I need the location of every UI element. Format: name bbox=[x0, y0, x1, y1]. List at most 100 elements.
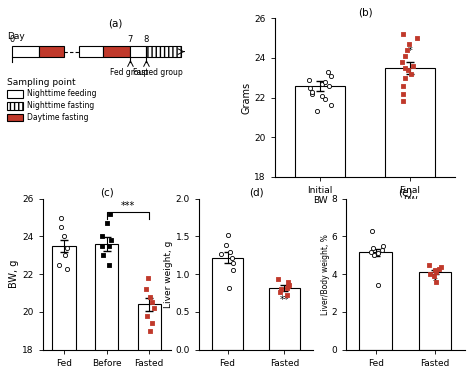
Point bbox=[105, 243, 112, 249]
Point bbox=[276, 289, 284, 294]
Text: Day: Day bbox=[7, 32, 25, 41]
Point bbox=[399, 91, 406, 96]
Title: (d): (d) bbox=[249, 188, 263, 198]
Point bbox=[225, 285, 233, 291]
Point bbox=[146, 328, 154, 334]
Title: (c): (c) bbox=[100, 188, 114, 198]
Point bbox=[401, 75, 409, 81]
Point bbox=[399, 31, 407, 37]
Point bbox=[57, 224, 65, 230]
Point bbox=[405, 67, 412, 73]
Point bbox=[63, 245, 70, 251]
Point bbox=[146, 294, 154, 300]
Y-axis label: BW, g: BW, g bbox=[9, 260, 19, 289]
Point bbox=[305, 77, 312, 83]
Point bbox=[283, 291, 291, 297]
FancyBboxPatch shape bbox=[12, 46, 39, 57]
Point bbox=[407, 71, 414, 77]
Point bbox=[218, 251, 225, 257]
Point bbox=[106, 262, 113, 268]
Point bbox=[55, 262, 63, 268]
Point bbox=[98, 234, 105, 240]
Text: 0: 0 bbox=[9, 35, 15, 45]
Point bbox=[327, 103, 334, 109]
FancyBboxPatch shape bbox=[103, 46, 130, 57]
Point bbox=[399, 83, 406, 89]
Bar bbox=[419, 272, 451, 350]
Point bbox=[432, 279, 440, 285]
Text: Nighttime feeding: Nighttime feeding bbox=[27, 89, 96, 99]
Point bbox=[57, 215, 64, 220]
Point bbox=[148, 300, 155, 305]
Text: Fed group: Fed group bbox=[110, 68, 148, 77]
Y-axis label: Liver/Body weight, %: Liver/Body weight, % bbox=[321, 234, 330, 315]
Point bbox=[327, 73, 335, 79]
Point bbox=[150, 305, 157, 311]
Point bbox=[99, 243, 106, 249]
Text: 7: 7 bbox=[128, 35, 133, 45]
Text: *: * bbox=[432, 277, 438, 287]
Point bbox=[370, 252, 378, 258]
Point bbox=[108, 237, 115, 243]
Point bbox=[409, 63, 417, 69]
Point bbox=[103, 220, 110, 226]
Text: **: ** bbox=[280, 295, 289, 305]
Point bbox=[308, 89, 316, 95]
Title: (e): (e) bbox=[398, 188, 412, 198]
Point bbox=[367, 249, 374, 255]
Y-axis label: Liver weight, g: Liver weight, g bbox=[164, 240, 173, 308]
Bar bbox=[212, 258, 243, 350]
Point bbox=[324, 69, 331, 75]
Point bbox=[430, 273, 438, 279]
Point bbox=[401, 65, 409, 71]
Point bbox=[62, 252, 69, 258]
Point bbox=[400, 99, 407, 105]
Point bbox=[405, 41, 413, 47]
FancyBboxPatch shape bbox=[39, 46, 64, 57]
Point bbox=[435, 266, 443, 272]
Bar bbox=[385, 68, 435, 368]
FancyBboxPatch shape bbox=[79, 46, 103, 57]
Point bbox=[284, 280, 292, 286]
Title: (b): (b) bbox=[358, 8, 372, 18]
Point bbox=[144, 313, 151, 319]
FancyBboxPatch shape bbox=[7, 102, 23, 110]
Point bbox=[374, 283, 382, 289]
Point bbox=[222, 243, 230, 248]
Point bbox=[285, 282, 293, 288]
Point bbox=[224, 232, 232, 238]
Point bbox=[378, 247, 386, 252]
Point bbox=[432, 269, 439, 275]
Point bbox=[313, 109, 321, 114]
Text: ***: *** bbox=[121, 201, 135, 211]
Point bbox=[63, 266, 71, 272]
Point bbox=[148, 320, 155, 326]
Text: Fasted group: Fasted group bbox=[133, 68, 182, 77]
Point bbox=[374, 251, 382, 256]
Bar bbox=[137, 304, 161, 368]
Point bbox=[379, 243, 386, 249]
Y-axis label: Grams: Grams bbox=[242, 81, 252, 114]
Point bbox=[100, 252, 107, 258]
Point bbox=[321, 79, 328, 85]
Point bbox=[425, 262, 433, 268]
Text: Nighttime fasting: Nighttime fasting bbox=[27, 101, 94, 110]
Point bbox=[319, 81, 326, 86]
Point bbox=[438, 263, 445, 269]
Bar bbox=[295, 86, 345, 368]
Text: Sampling point: Sampling point bbox=[7, 78, 76, 87]
Point bbox=[228, 255, 236, 261]
Point bbox=[284, 283, 292, 289]
Point bbox=[398, 59, 405, 65]
Point bbox=[431, 268, 439, 273]
Point bbox=[325, 83, 332, 89]
FancyBboxPatch shape bbox=[7, 114, 23, 121]
Point bbox=[403, 47, 410, 53]
Text: *: * bbox=[408, 46, 412, 56]
Point bbox=[229, 268, 237, 273]
Point bbox=[370, 245, 377, 251]
Text: (a): (a) bbox=[109, 18, 123, 28]
Point bbox=[321, 96, 329, 102]
FancyBboxPatch shape bbox=[7, 90, 23, 98]
Text: Daytime fasting: Daytime fasting bbox=[27, 113, 89, 122]
